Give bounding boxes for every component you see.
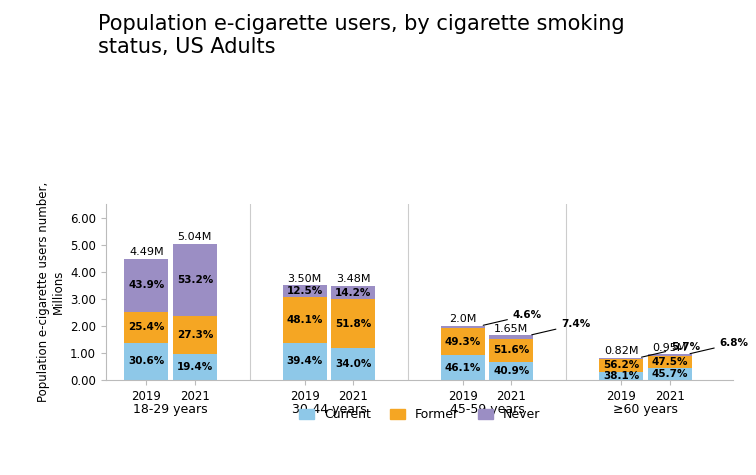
Text: 34.0%: 34.0% <box>335 359 371 369</box>
Bar <box>173 244 217 316</box>
Text: 0.95M: 0.95M <box>652 342 687 353</box>
Bar <box>441 326 485 328</box>
Text: 4.6%: 4.6% <box>483 310 542 325</box>
Bar <box>489 339 534 362</box>
Bar <box>283 285 327 297</box>
Text: 19.4%: 19.4% <box>177 362 213 372</box>
Text: 0.82M: 0.82M <box>604 346 639 356</box>
Bar <box>331 286 375 299</box>
Y-axis label: Population e-cigarette users number,
Millions: Population e-cigarette users number, Mil… <box>36 182 64 402</box>
Bar <box>600 358 643 359</box>
Text: 56.2%: 56.2% <box>603 361 640 370</box>
Bar <box>173 353 217 380</box>
Bar <box>331 348 375 380</box>
Text: 53.2%: 53.2% <box>177 275 213 285</box>
Bar <box>331 299 375 348</box>
Bar <box>173 316 217 353</box>
Bar <box>489 335 534 339</box>
Text: 47.5%: 47.5% <box>652 357 688 367</box>
Bar <box>283 343 327 380</box>
Bar <box>124 259 169 312</box>
Text: 38.1%: 38.1% <box>603 371 640 381</box>
Text: 1.65M: 1.65M <box>494 324 528 334</box>
Text: 5.04M: 5.04M <box>178 232 212 242</box>
Bar <box>283 297 327 343</box>
Text: 3.48M: 3.48M <box>336 274 370 284</box>
Text: 46.1%: 46.1% <box>445 362 481 372</box>
Bar <box>441 328 485 355</box>
Bar <box>600 359 643 371</box>
Text: 25.4%: 25.4% <box>128 323 165 332</box>
Bar <box>124 312 169 343</box>
Text: 39.4%: 39.4% <box>287 356 323 366</box>
Text: 43.9%: 43.9% <box>129 280 164 290</box>
Bar <box>489 362 534 380</box>
Text: 2.0M: 2.0M <box>449 314 476 324</box>
Text: 30-44 years: 30-44 years <box>292 403 366 416</box>
Text: 40.9%: 40.9% <box>494 366 529 376</box>
Bar <box>441 355 485 380</box>
Text: ≥60 years: ≥60 years <box>613 403 678 416</box>
Text: Population e-cigarette users, by cigarette smoking
status, US Adults: Population e-cigarette users, by cigaret… <box>98 14 625 57</box>
Text: 30.6%: 30.6% <box>129 356 164 366</box>
Text: 51.6%: 51.6% <box>494 345 529 355</box>
Bar <box>648 368 692 380</box>
Text: 5.7%: 5.7% <box>642 342 700 357</box>
Bar <box>124 343 169 380</box>
Bar <box>648 354 692 356</box>
Text: 48.1%: 48.1% <box>287 315 323 325</box>
Text: 45-59 years: 45-59 years <box>450 403 525 416</box>
Text: 4.49M: 4.49M <box>129 247 163 257</box>
Text: 49.3%: 49.3% <box>445 337 481 347</box>
Text: 51.8%: 51.8% <box>335 319 371 329</box>
Legend: Current, Former, Never: Current, Former, Never <box>294 403 545 427</box>
Text: 27.3%: 27.3% <box>177 330 213 340</box>
Bar <box>600 371 643 380</box>
Bar <box>648 356 692 368</box>
Text: 45.7%: 45.7% <box>652 369 688 379</box>
Text: 6.8%: 6.8% <box>690 338 748 354</box>
Text: 7.4%: 7.4% <box>531 320 590 335</box>
Text: 12.5%: 12.5% <box>287 286 323 296</box>
Text: 18-29 years: 18-29 years <box>133 403 208 416</box>
Text: 14.2%: 14.2% <box>335 287 371 297</box>
Text: 3.50M: 3.50M <box>287 274 322 284</box>
